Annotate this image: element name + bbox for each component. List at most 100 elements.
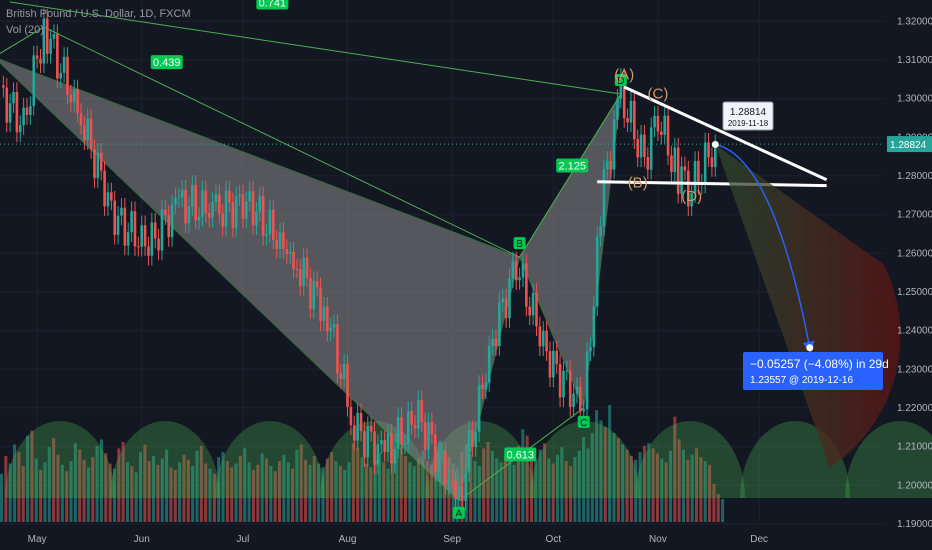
harmonic-pattern[interactable]: [0, 1, 622, 502]
volume-bar: [499, 462, 503, 522]
candle-body: [471, 430, 474, 448]
volume-bar: [556, 454, 560, 522]
candle-body: [167, 215, 171, 238]
point-badge: [577, 415, 590, 428]
candle-body: [656, 115, 660, 132]
candle-body: [406, 411, 410, 444]
candle-body: [204, 190, 208, 214]
candle-body: [393, 448, 397, 464]
trendline: [623, 85, 828, 182]
volume-bar: [525, 435, 529, 522]
candle-body: [558, 364, 562, 398]
volume-bar: [73, 443, 77, 522]
volume-bar: [634, 459, 638, 522]
volume-bar: [399, 447, 403, 522]
candle-body: [703, 142, 707, 184]
volume-bar: [516, 445, 520, 522]
candle-body: [666, 115, 670, 156]
volume-bar: [582, 436, 586, 522]
candle-body: [29, 105, 32, 115]
volume-bar: [508, 461, 512, 522]
candle-body: [25, 107, 29, 115]
candle-body: [376, 444, 380, 465]
volume-bar: [495, 458, 499, 522]
volume-bar: [651, 448, 655, 522]
volume-bar: [690, 454, 694, 522]
candle-body: [123, 207, 127, 246]
volume-bar: [503, 455, 507, 522]
volume-bar: [130, 466, 134, 522]
candle-body: [690, 192, 693, 207]
candle-body: [322, 306, 326, 321]
candle-body: [447, 479, 451, 485]
candle-body: [332, 324, 336, 328]
candle-body: [339, 373, 343, 379]
candle-body: [110, 192, 113, 201]
volume-bar: [212, 473, 216, 522]
candle-body: [521, 263, 525, 278]
candle-body: [133, 211, 137, 247]
candle-body: [619, 77, 623, 99]
volume-bar: [430, 464, 434, 522]
candle-body: [636, 139, 639, 158]
candle-body: [454, 480, 457, 499]
volume-bar: [147, 461, 151, 522]
candle-body: [379, 440, 383, 445]
ratio-badge: [256, 0, 289, 10]
candle-body: [444, 452, 447, 485]
candle-body: [494, 338, 498, 346]
volume-bar: [169, 467, 173, 522]
candle-body: [271, 209, 275, 240]
candle-body: [599, 226, 602, 237]
candle-body: [32, 55, 36, 106]
candle-body: [79, 112, 83, 126]
y-tick-label: 1.25000: [897, 287, 932, 298]
ratio-label: 0.613: [507, 449, 535, 461]
candle-body: [315, 281, 319, 288]
volume-bar: [99, 439, 103, 522]
forecast-tool[interactable]: −0.05257 (−4.08%) in 29d 1.23557 @ 2019-1…: [711, 101, 901, 468]
candle-body: [622, 77, 626, 119]
candle-body: [164, 209, 167, 216]
y-tick-label: 1.26000: [897, 248, 932, 259]
volume-bar: [395, 433, 399, 522]
y-tick-label: 1.19000: [897, 519, 932, 530]
triangle-trendlines[interactable]: [597, 85, 828, 188]
volume-bar: [668, 450, 672, 522]
candle-body: [18, 125, 22, 133]
volume-bar: [56, 454, 60, 522]
volume-indicator-label: Vol (20): [6, 24, 44, 36]
candle-body: [218, 194, 221, 214]
candle-body: [241, 194, 245, 219]
candle-body: [56, 34, 59, 79]
candle-body: [194, 184, 197, 221]
candle-body: [369, 425, 373, 432]
volume-bar: [673, 416, 677, 522]
candle-body: [265, 233, 268, 236]
candle-body: [238, 194, 241, 197]
current-price-value: 1.28824: [890, 140, 927, 151]
candle-body: [440, 452, 444, 454]
candle-body: [629, 100, 633, 123]
wave-annotation: (A): [614, 66, 634, 83]
volume-bar: [482, 448, 486, 522]
x-tick-label: May: [28, 534, 47, 545]
candle-body: [22, 107, 25, 126]
candle-body: [234, 196, 238, 228]
volume-bar: [408, 462, 412, 522]
candle-body: [383, 440, 386, 452]
candle-body: [481, 384, 484, 390]
volume-bar: [621, 444, 625, 522]
candle-body: [653, 115, 656, 128]
cycle-hump: [215, 421, 325, 498]
wave-annotation: (D): [681, 188, 702, 205]
forecast-change-text: −0.05257 (−4.08%) in 29d: [750, 357, 889, 371]
forecast-target-text: 1.23557 @ 2019-12-16: [750, 375, 853, 386]
volume-bar: [225, 461, 229, 522]
volume-bar: [529, 453, 533, 522]
volume-bar: [708, 464, 712, 522]
candle-body: [261, 195, 265, 236]
volume-bar: [295, 449, 299, 522]
volume-bar: [139, 452, 143, 522]
